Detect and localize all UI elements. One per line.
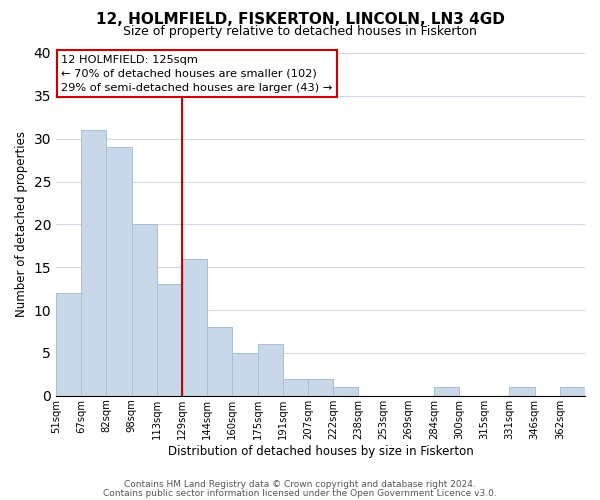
Bar xyxy=(434,387,459,396)
Bar xyxy=(81,130,106,396)
Y-axis label: Number of detached properties: Number of detached properties xyxy=(15,132,28,318)
Bar xyxy=(257,344,283,396)
Text: 12 HOLMFIELD: 125sqm
← 70% of detached houses are smaller (102)
29% of semi-deta: 12 HOLMFIELD: 125sqm ← 70% of detached h… xyxy=(61,54,332,92)
Bar xyxy=(232,353,257,396)
Text: Contains HM Land Registry data © Crown copyright and database right 2024.: Contains HM Land Registry data © Crown c… xyxy=(124,480,476,489)
Bar xyxy=(283,378,308,396)
Bar xyxy=(106,148,131,396)
Bar xyxy=(157,284,182,396)
Text: 12, HOLMFIELD, FISKERTON, LINCOLN, LN3 4GD: 12, HOLMFIELD, FISKERTON, LINCOLN, LN3 4… xyxy=(95,12,505,28)
X-axis label: Distribution of detached houses by size in Fiskerton: Distribution of detached houses by size … xyxy=(167,444,473,458)
Bar xyxy=(131,224,157,396)
Text: Size of property relative to detached houses in Fiskerton: Size of property relative to detached ho… xyxy=(123,25,477,38)
Bar xyxy=(207,327,232,396)
Bar xyxy=(560,387,585,396)
Bar xyxy=(333,387,358,396)
Bar xyxy=(56,293,81,396)
Text: Contains public sector information licensed under the Open Government Licence v3: Contains public sector information licen… xyxy=(103,488,497,498)
Bar xyxy=(182,258,207,396)
Bar xyxy=(509,387,535,396)
Bar xyxy=(308,378,333,396)
